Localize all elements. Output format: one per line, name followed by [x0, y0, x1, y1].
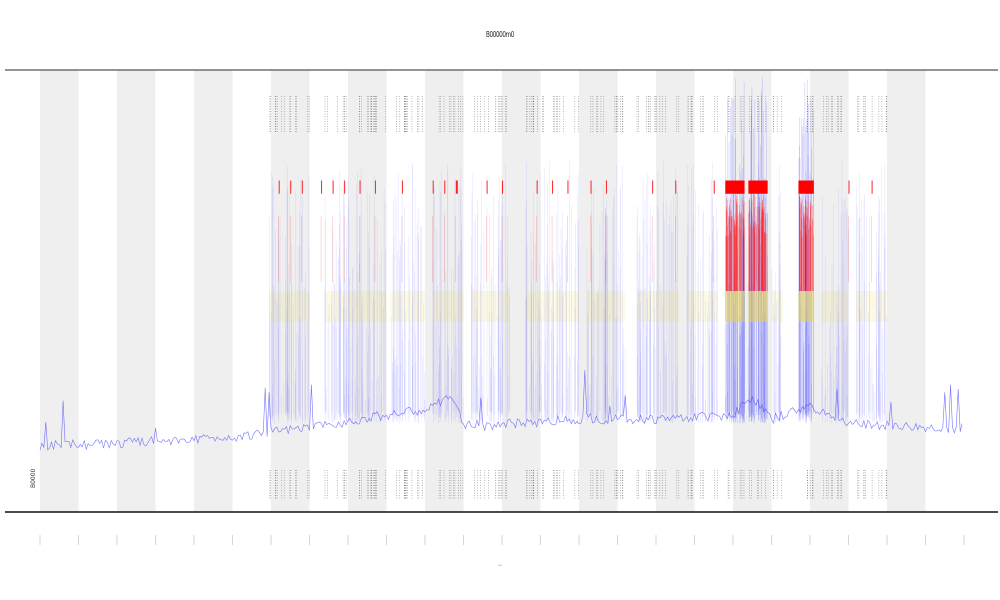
activity-period	[586, 96, 626, 500]
baseline-line	[39, 370, 963, 451]
red-event-tick	[871, 180, 873, 194]
red-event-tick	[567, 180, 569, 194]
red-event-tick	[806, 180, 809, 194]
yellow-band	[748, 291, 768, 322]
yellow-band	[324, 291, 387, 322]
activity-period	[525, 96, 579, 500]
day-shade-band	[502, 70, 541, 512]
red-event-tick	[301, 180, 303, 194]
activity-period	[324, 96, 387, 500]
yellow-band	[686, 291, 718, 322]
day-shade-band	[579, 70, 618, 512]
activity-period	[636, 96, 680, 500]
red-event-tick	[502, 180, 503, 194]
red-event-tick	[652, 180, 654, 194]
red-event-tick	[536, 180, 538, 194]
activity-period	[771, 96, 784, 500]
yellow-band	[390, 291, 425, 322]
day-shade-band	[117, 70, 156, 512]
red-event-tick	[848, 180, 850, 194]
red-event-tick	[278, 180, 280, 194]
activity-period	[725, 78, 745, 500]
red-event-tick	[444, 180, 446, 194]
red-event-tick	[432, 180, 434, 194]
red-event-tick	[374, 180, 376, 194]
activity-period	[432, 96, 464, 500]
activity-period	[269, 96, 310, 500]
yellow-band	[525, 291, 579, 322]
yellow-band	[725, 291, 745, 322]
activity-period	[471, 96, 510, 500]
yellow-band	[432, 291, 464, 322]
red-band	[725, 180, 745, 194]
day-shade-band	[425, 70, 464, 512]
red-event-tick	[401, 180, 403, 194]
yellow-band	[798, 291, 814, 322]
baseline-line-series	[39, 370, 963, 451]
red-event-tick	[675, 180, 677, 194]
red-event-tick	[552, 180, 554, 194]
activity-periods	[269, 77, 888, 500]
red-event-tick	[605, 180, 607, 194]
red-event-tick	[736, 180, 739, 194]
activity-period	[798, 79, 814, 500]
day-shade-band	[810, 70, 849, 512]
activity-period	[821, 96, 849, 500]
red-event-tick	[290, 180, 292, 194]
activity-period	[856, 96, 888, 500]
day-shade-band	[348, 70, 387, 512]
yellow-band	[771, 291, 784, 322]
red-event-tick	[590, 180, 592, 194]
red-event-tick	[455, 180, 458, 194]
red-event-tick	[486, 180, 488, 194]
yellow-band	[856, 291, 887, 322]
red-event-tick	[332, 180, 334, 194]
chart-title: B00000m0	[486, 30, 514, 39]
yellow-band	[471, 291, 510, 322]
activity-period	[748, 77, 768, 500]
yellow-band	[821, 291, 849, 322]
red-event-tick	[756, 180, 759, 194]
activity-period	[686, 96, 718, 500]
day-shade-band	[887, 70, 926, 512]
activity-period	[390, 96, 425, 500]
red-event-tick	[344, 180, 346, 194]
red-event-tick	[713, 180, 715, 194]
day-shade-band	[656, 70, 695, 512]
event-ticks	[278, 180, 873, 283]
yellow-band	[636, 291, 680, 322]
day-shade-band	[271, 70, 310, 512]
x-axis-ticks	[39, 535, 965, 545]
yellow-band	[269, 291, 310, 322]
day-shade-band	[194, 70, 233, 512]
yellow-band	[586, 291, 626, 322]
red-event-tick	[359, 180, 361, 194]
red-event-tick	[321, 180, 323, 194]
day-shade-band	[40, 70, 79, 512]
